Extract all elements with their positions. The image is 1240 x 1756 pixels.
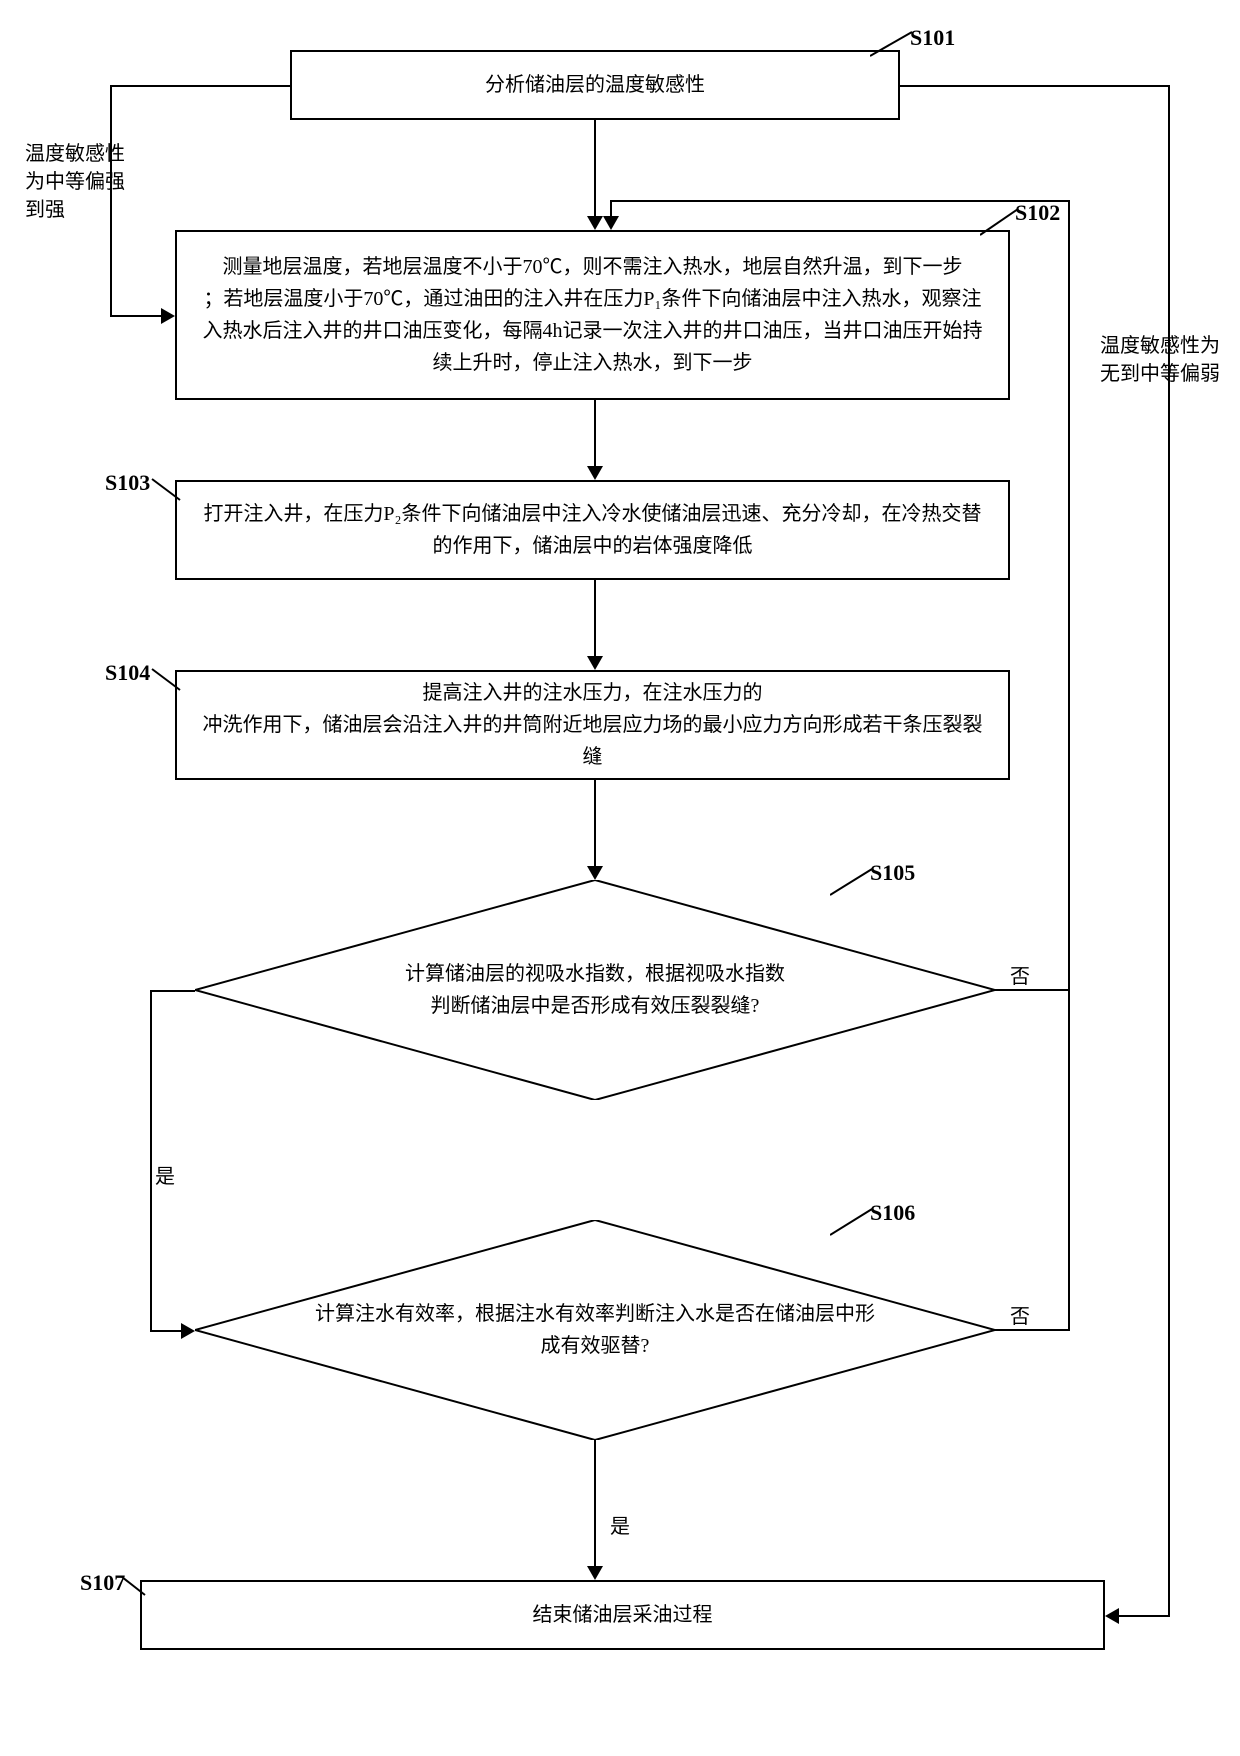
side-text-right: 温度敏感性为 无到中等偏弱 xyxy=(1100,332,1240,388)
node-s107-text: 结束储油层采油过程 xyxy=(533,1599,713,1631)
edge-s103-s104 xyxy=(594,580,596,656)
edge-s101-right-h2 xyxy=(1119,1615,1170,1617)
edge-s104-s105 xyxy=(594,780,596,866)
leader-s102 xyxy=(980,205,1025,240)
node-s105-text: 计算储油层的视吸水指数，根据视吸水指数 判断储油层中是否形成有效压裂裂缝? xyxy=(405,958,785,1022)
edge-s101-right-h xyxy=(900,85,1170,87)
edge-s101-left-h2 xyxy=(110,315,161,317)
side-text-left: 温度敏感性 为中等偏强 到强 xyxy=(25,140,155,224)
node-s105: 计算储油层的视吸水指数，根据视吸水指数 判断储油层中是否形成有效压裂裂缝? xyxy=(195,880,995,1100)
leader-s103 xyxy=(150,475,185,505)
edge-s105-no-label: 否 xyxy=(1010,960,1030,989)
arrowhead-icon xyxy=(603,216,619,230)
node-s104: 提高注入井的注水压力，在注水压力的 冲洗作用下，储油层会沿注入井的井筒附近地层应… xyxy=(175,670,1010,780)
node-s106-text: 计算注水有效率，根据注水有效率判断注入水是否在储油层中形成有效驱替? xyxy=(315,1298,875,1362)
arrowhead-icon xyxy=(587,216,603,230)
edge-no-top-v xyxy=(610,200,612,216)
leader-s106 xyxy=(830,1205,880,1240)
edge-s106-no-v xyxy=(1068,989,1070,1331)
edge-s105-no-h xyxy=(995,989,1070,991)
leader-s101 xyxy=(870,28,920,58)
edge-s106-no-label: 否 xyxy=(1010,1300,1030,1329)
node-s103: 打开注入井，在压力P₂条件下向储油层中注入冷水使储油层迅速、充分冷却，在冷热交替… xyxy=(175,480,1010,580)
flowchart-container: 分析储油层的温度敏感性 S101 测量地层温度，若地层温度不小于70℃，则不需注… xyxy=(0,0,1240,1756)
arrowhead-icon xyxy=(587,1566,603,1580)
node-s102-text: 测量地层温度，若地层温度不小于70℃，则不需注入热水，地层自然升温，到下一步 ；… xyxy=(195,251,990,379)
edge-s105-yes-v xyxy=(150,990,152,1330)
edge-s105-no-v xyxy=(1068,200,1070,991)
edge-s101-left-h xyxy=(110,85,290,87)
arrowhead-icon xyxy=(587,656,603,670)
edge-no-top-h xyxy=(610,200,1070,202)
leader-s104 xyxy=(150,665,185,695)
arrowhead-icon xyxy=(181,1323,195,1339)
arrowhead-icon xyxy=(587,466,603,480)
edge-s102-s103 xyxy=(594,400,596,466)
node-s106: 计算注水有效率，根据注水有效率判断注入水是否在储油层中形成有效驱替? xyxy=(195,1220,995,1440)
node-s102: 测量地层温度，若地层温度不小于70℃，则不需注入热水，地层自然升温，到下一步 ；… xyxy=(175,230,1010,400)
edge-s101-s102 xyxy=(594,120,596,216)
edge-s106-yes-label: 是 xyxy=(610,1510,630,1539)
edge-s105-yes-h1 xyxy=(150,990,195,992)
node-s107: 结束储油层采油过程 xyxy=(140,1580,1105,1650)
node-s101: 分析储油层的温度敏感性 xyxy=(290,50,900,120)
node-s101-text: 分析储油层的温度敏感性 xyxy=(485,69,705,101)
node-s104-text: 提高注入井的注水压力，在注水压力的 冲洗作用下，储油层会沿注入井的井筒附近地层应… xyxy=(195,677,990,773)
arrowhead-icon xyxy=(587,866,603,880)
edge-s106-s107 xyxy=(594,1440,596,1566)
leader-s105 xyxy=(830,865,880,900)
arrowhead-icon xyxy=(161,308,175,324)
label-s107: S107 xyxy=(80,1570,125,1596)
label-s104: S104 xyxy=(105,660,150,686)
edge-s101-right-v xyxy=(1168,85,1170,1615)
edge-s105-yes-h2 xyxy=(150,1330,181,1332)
arrowhead-icon xyxy=(1105,1608,1119,1624)
label-s103: S103 xyxy=(105,470,150,496)
node-s103-text: 打开注入井，在压力P₂条件下向储油层中注入冷水使储油层迅速、充分冷却，在冷热交替… xyxy=(195,498,990,562)
edge-s105-yes-label: 是 xyxy=(155,1160,175,1189)
leader-s107 xyxy=(120,1575,150,1600)
edge-s106-no-h xyxy=(995,1329,1070,1331)
edge-s101-left-v xyxy=(110,85,112,315)
